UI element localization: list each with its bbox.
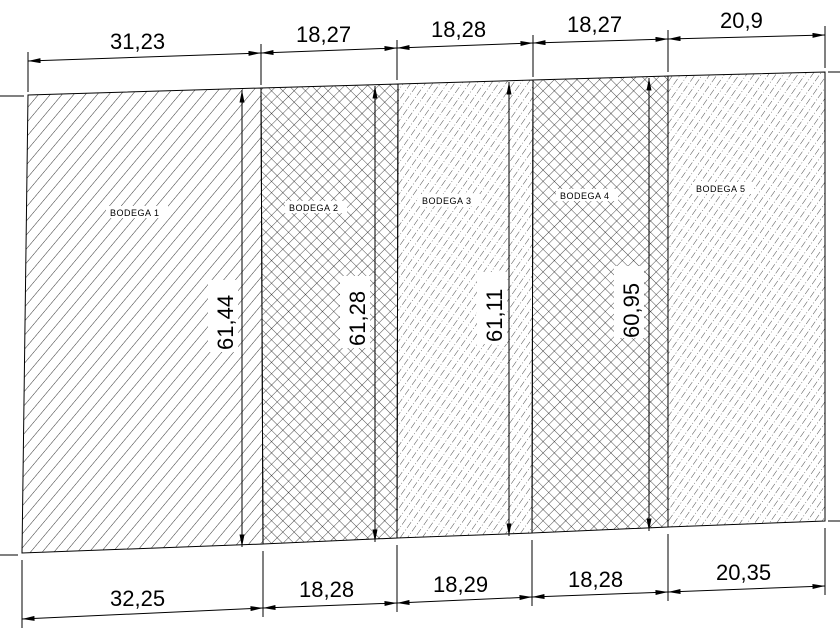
bottom-dim-1: 32,25 [110, 586, 165, 611]
lot-label-4: BODEGA 4 [560, 191, 610, 201]
top-dim-3: 18,28 [431, 17, 486, 42]
top-dim-1: 31,23 [110, 29, 165, 54]
lot-3-area [396, 79, 534, 539]
bottom-dimension-chain [21, 528, 826, 628]
height-dimensions [239, 78, 652, 547]
top-dim-4: 18,27 [567, 12, 622, 37]
lot-label-1: BODEGA 1 [110, 208, 160, 218]
lot-label-2: BODEGA 2 [289, 203, 339, 213]
lot-2-area [260, 83, 399, 545]
top-dim-2: 18,27 [296, 22, 351, 47]
lot-label-3: BODEGA 3 [422, 196, 472, 206]
height-dim-2: 61,28 [345, 291, 370, 346]
top-dimension-chain [27, 26, 826, 92]
height-dim-4: 60,95 [619, 283, 644, 338]
top-dim-5: 20,9 [720, 8, 763, 33]
height-dim-3: 61,11 [482, 289, 507, 342]
bottom-dim-5: 20,35 [716, 560, 771, 585]
lot-label-5: BODEGA 5 [696, 184, 746, 194]
height-dim-1: 61,44 [213, 295, 238, 350]
lot-labels: BODEGA 1 BODEGA 2 BODEGA 3 BODEGA 4 BODE… [106, 182, 754, 218]
bottom-dim-4: 18,28 [568, 567, 623, 592]
bottom-dim-2: 18,28 [299, 577, 354, 602]
lot-5-area [667, 71, 826, 528]
lot-4-area [531, 75, 669, 534]
bottom-dim-3: 18,29 [433, 572, 488, 597]
